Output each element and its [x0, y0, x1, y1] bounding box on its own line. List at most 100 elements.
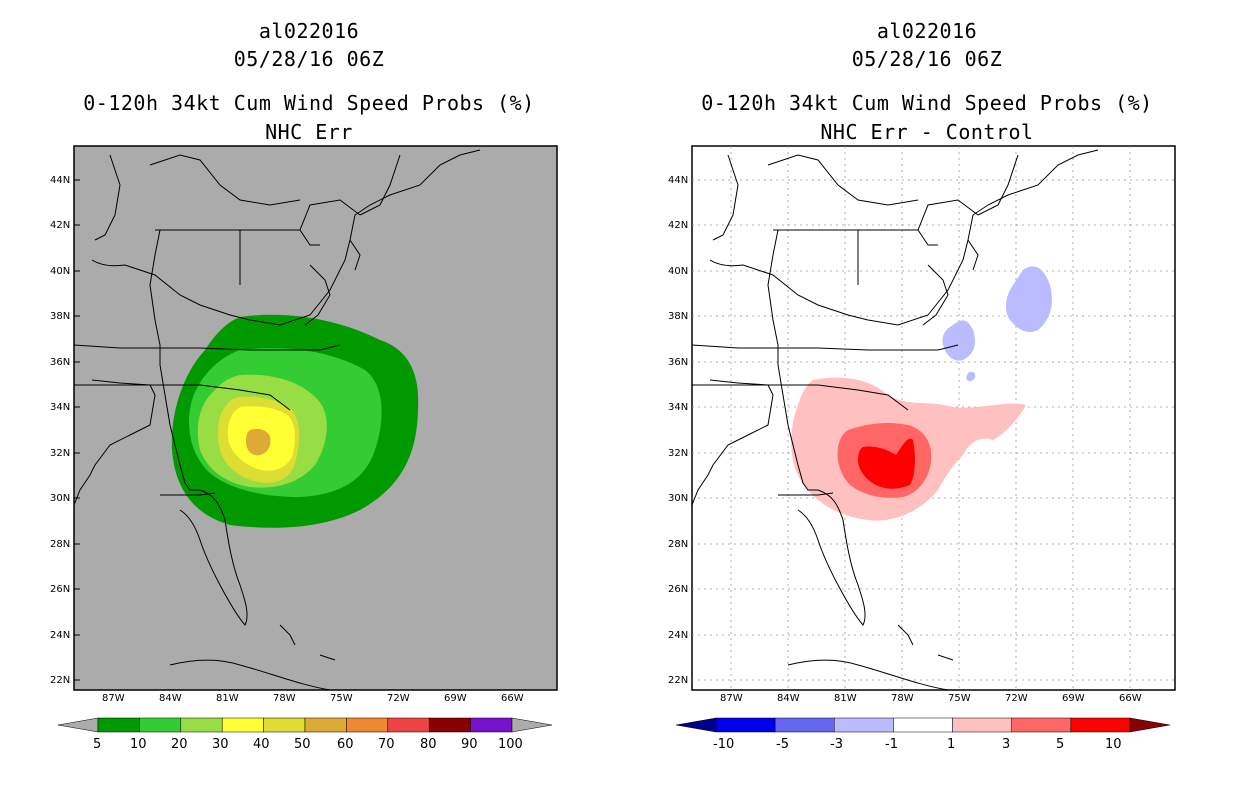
- lat-label-44n: 44N: [668, 175, 689, 186]
- lat-label-24n: 24N: [50, 630, 71, 641]
- colorbar-label: 50: [294, 737, 311, 752]
- probability-map: [73, 145, 558, 691]
- colorbar-label: 1: [947, 737, 956, 752]
- lat-label-40n: 40N: [668, 266, 689, 277]
- colorbar-label: -10: [713, 737, 735, 752]
- colorbar-segment: [952, 717, 1012, 733]
- colorbar-label: -3: [830, 737, 843, 752]
- subtitle: NHC Err: [265, 120, 353, 144]
- colorbar-segment: [470, 717, 513, 733]
- contour-negative-1b: [1006, 266, 1052, 332]
- lon-label-87w: 87W: [720, 693, 743, 704]
- coastlines-borders: [691, 149, 1099, 691]
- lon-label-69w: 69W: [1062, 693, 1085, 704]
- colorbar: [675, 717, 1171, 733]
- subtitle: NHC Err - Control: [820, 120, 1034, 144]
- storm-id-title: al022016: [876, 19, 978, 43]
- lat-label-28n: 28N: [50, 539, 71, 550]
- colorbar-segment: [834, 717, 894, 733]
- colorbar-label: 10: [1105, 737, 1122, 752]
- colorbar-arrow-low: [675, 717, 717, 733]
- lat-label-36n: 36N: [50, 357, 71, 368]
- lon-label-78w: 78W: [891, 693, 914, 704]
- colorbar-label: 5: [93, 737, 102, 752]
- colorbar-arrow-low: [57, 717, 99, 733]
- lon-label-66w: 66W: [501, 693, 524, 704]
- lat-label-42n: 42N: [668, 220, 689, 231]
- product-title: 0-120h 34kt Cum Wind Speed Probs (%): [701, 91, 1153, 115]
- datetime-title: 05/28/16 06Z: [851, 47, 1003, 71]
- colorbar-label: 30: [212, 737, 229, 752]
- colorbar-label: 40: [253, 737, 270, 752]
- lat-label-32n: 32N: [50, 448, 71, 459]
- colorbar-arrow-high: [1129, 717, 1171, 733]
- colorbar-segment: [304, 717, 347, 733]
- lon-label-78w: 78W: [273, 693, 296, 704]
- colorbar-label: -5: [776, 737, 789, 752]
- lat-ticks: [74, 179, 80, 681]
- lat-label-22n: 22N: [668, 675, 689, 686]
- colorbar-segment: [1070, 717, 1131, 733]
- lat-label-38n: 38N: [668, 311, 689, 322]
- lon-label-75w: 75W: [948, 693, 971, 704]
- colorbar-segment: [774, 717, 835, 733]
- colorbar-label: 3: [1002, 737, 1011, 752]
- lon-label-66w: 66W: [1119, 693, 1142, 704]
- lon-label-69w: 69W: [444, 693, 467, 704]
- probability-contours: [171, 314, 419, 528]
- colorbar-segment: [715, 717, 776, 733]
- lon-label-81w: 81W: [216, 693, 239, 704]
- colorbar-segment: [893, 717, 953, 733]
- colorbar-arrow-high: [511, 717, 553, 733]
- lon-label-84w: 84W: [159, 693, 182, 704]
- lat-label-34n: 34N: [668, 402, 689, 413]
- lat-label-30n: 30N: [50, 493, 71, 504]
- colorbar-label: 70: [378, 737, 395, 752]
- colorbar-segment: [1011, 717, 1072, 733]
- colorbar-segment: [346, 717, 389, 733]
- colorbar-label: 100: [498, 737, 523, 752]
- colorbar-label: 10: [130, 737, 147, 752]
- coastlines-borders: [73, 149, 481, 691]
- lon-label-75w: 75W: [330, 693, 353, 704]
- lat-label-40n: 40N: [50, 266, 71, 277]
- lon-label-72w: 72W: [1005, 693, 1028, 704]
- contour-50: [246, 428, 271, 456]
- lat-label-28n: 28N: [668, 539, 689, 550]
- colorbar-segment: [97, 717, 140, 733]
- lat-label-42n: 42N: [50, 220, 71, 231]
- lat-label-30n: 30N: [668, 493, 689, 504]
- lat-label-26n: 26N: [50, 584, 71, 595]
- difference-contours: [791, 266, 1052, 521]
- lat-label-24n: 24N: [668, 630, 689, 641]
- colorbar-segment: [221, 717, 264, 733]
- colorbar: [57, 717, 553, 733]
- lat-label-38n: 38N: [50, 311, 71, 322]
- datetime-title: 05/28/16 06Z: [233, 47, 385, 71]
- lat-label-34n: 34N: [50, 402, 71, 413]
- product-title: 0-120h 34kt Cum Wind Speed Probs (%): [83, 91, 535, 115]
- difference-map: [691, 145, 1176, 691]
- colorbar-segment: [180, 717, 223, 733]
- right-panel: al022016 05/28/16 06Z 0-120h 34kt Cum Wi…: [618, 0, 1236, 800]
- lon-label-84w: 84W: [777, 693, 800, 704]
- contour-positive-5: [858, 438, 915, 489]
- colorbar-segment: [263, 717, 306, 733]
- lat-label-36n: 36N: [668, 357, 689, 368]
- lat-label-32n: 32N: [668, 448, 689, 459]
- colorbar-label: 5: [1056, 737, 1065, 752]
- colorbar-segment: [428, 717, 471, 733]
- contour-negative-1c: [966, 371, 976, 381]
- colorbar-segment: [139, 717, 182, 733]
- left-panel: al022016 05/28/16 06Z 0-120h 34kt Cum Wi…: [50, 19, 558, 752]
- colorbar-label: -1: [885, 737, 898, 752]
- lat-label-44n: 44N: [50, 175, 71, 186]
- contour-negative-1a: [942, 320, 975, 361]
- storm-id-title: al022016: [258, 19, 360, 43]
- colorbar-label: 80: [420, 737, 437, 752]
- lat-label-22n: 22N: [50, 675, 71, 686]
- colorbar-label: 60: [337, 737, 354, 752]
- lon-label-87w: 87W: [102, 693, 125, 704]
- colorbar-label: 20: [171, 737, 188, 752]
- lon-label-81w: 81W: [834, 693, 857, 704]
